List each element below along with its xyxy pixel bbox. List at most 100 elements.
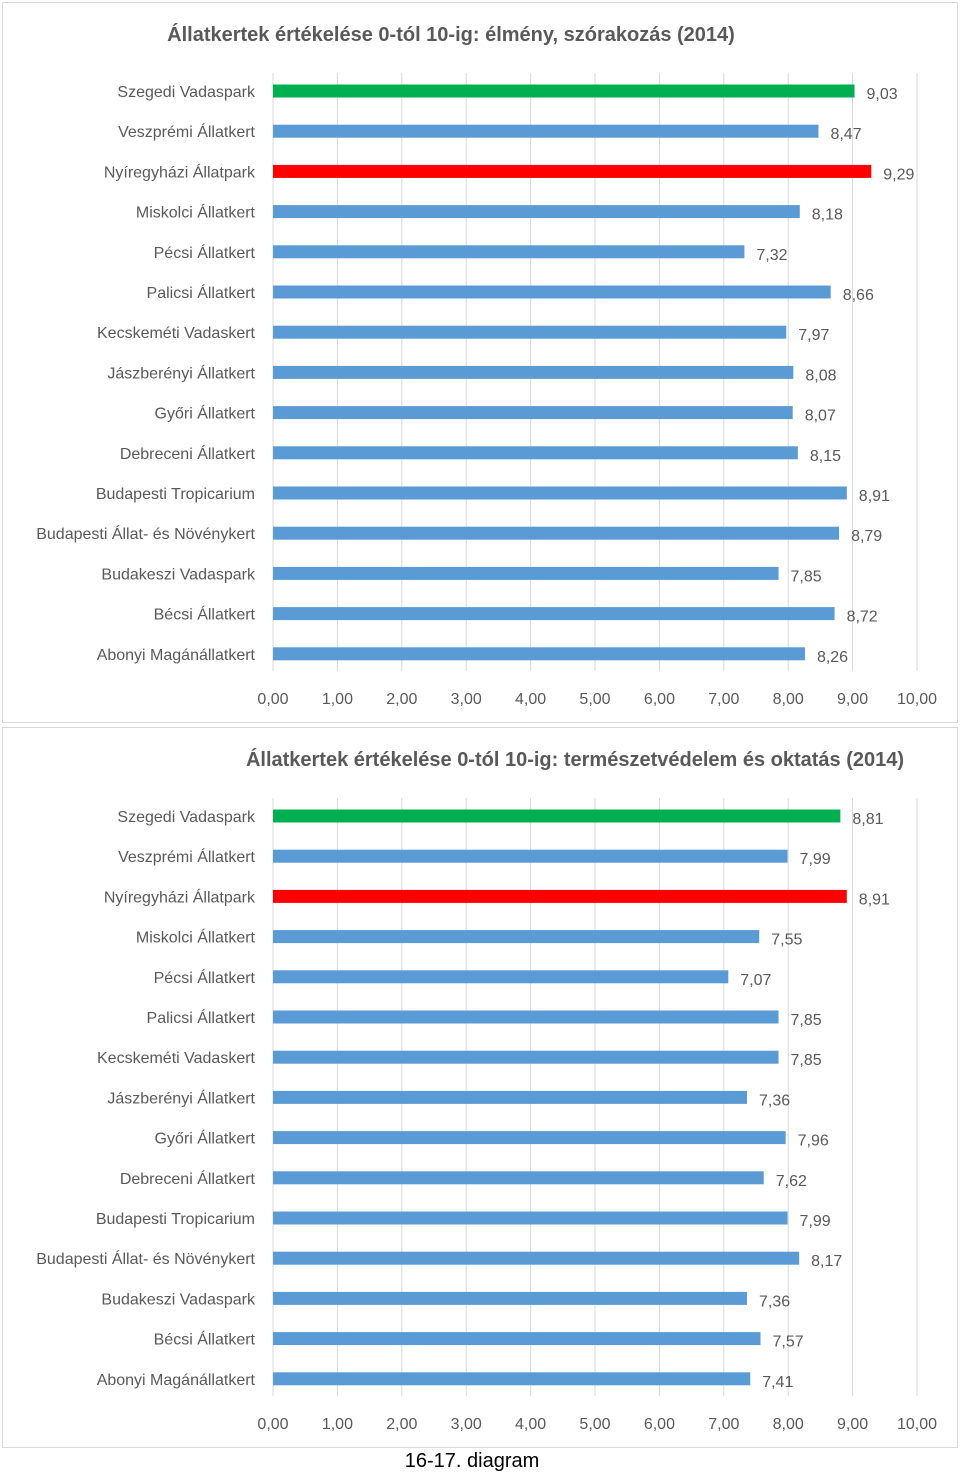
- x-tick-label: 5,00: [579, 691, 610, 708]
- bar: [273, 930, 760, 944]
- category-label: Győri Állatkert: [155, 1129, 256, 1148]
- category-label: Miskolci Állatkert: [136, 928, 256, 947]
- bar: [273, 1251, 800, 1265]
- x-tick-label: 6,00: [644, 691, 675, 708]
- data-label: 7,99: [800, 851, 831, 868]
- bar: [273, 124, 819, 138]
- bar: [273, 486, 847, 500]
- data-label: 8,15: [810, 448, 841, 465]
- bar: [273, 607, 835, 621]
- data-label: 7,85: [791, 1052, 822, 1069]
- figure-caption: 16-17. diagram: [404, 1450, 540, 1472]
- data-label: 9,29: [883, 166, 914, 183]
- category-label: Debreceni Állatkert: [120, 444, 256, 463]
- bar: [273, 406, 793, 420]
- category-label: Budapesti Állat- és Növénykert: [36, 1249, 255, 1268]
- data-label: 8,91: [859, 891, 890, 908]
- bar: [273, 566, 779, 580]
- x-axis: 0,00 1,00 2,00 3,00 4,00 5,00 6,00 7,00 8,00 9,00…: [257, 1416, 937, 1433]
- data-label: 8,72: [847, 609, 878, 626]
- category-label: Nyíregyházi Állatpark: [104, 887, 256, 906]
- category-label: Veszprémi Állatkert: [118, 847, 255, 866]
- data-label: 7,41: [762, 1374, 793, 1391]
- category-label: Budakeszi Vadaspark: [101, 1291, 256, 1308]
- category-label: Jászberényi Állatkert: [107, 1088, 255, 1107]
- category-label: Budakeszi Vadaspark: [101, 566, 256, 583]
- x-tick-label: 2,00: [386, 1416, 417, 1433]
- bar-chart-conservation: Állatkertek értékelése 0-tól 10-ig: term…: [36, 748, 937, 1433]
- bar: [273, 1050, 779, 1064]
- category-label: Pécsi Állatkert: [154, 968, 256, 987]
- x-tick-label: 4,00: [515, 691, 546, 708]
- x-axis: 0,00 1,00 2,00 3,00 4,00 5,00 6,00 7,00 8,00 9,00…: [257, 691, 937, 708]
- bar: [273, 1211, 788, 1225]
- bar: [273, 970, 729, 984]
- bar: [273, 889, 847, 903]
- x-tick-label: 7,00: [708, 691, 739, 708]
- bar: [273, 1332, 761, 1346]
- x-tick-label: 10,00: [897, 691, 937, 708]
- data-label: 9,03: [867, 86, 898, 103]
- x-tick-label: 2,00: [386, 691, 417, 708]
- x-tick-label: 5,00: [579, 1416, 610, 1433]
- x-tick-label: 7,00: [708, 1416, 739, 1433]
- data-label: 7,99: [800, 1213, 831, 1230]
- data-label: 8,18: [812, 207, 843, 224]
- x-tick-label: 3,00: [451, 691, 482, 708]
- data-label: 7,57: [773, 1334, 804, 1351]
- bar: [273, 245, 745, 259]
- category-label: Debreceni Állatkert: [120, 1169, 256, 1188]
- data-label: 8,07: [805, 408, 836, 425]
- chart-title: Állatkertek értékelése 0-tól 10-ig: élmé…: [167, 23, 735, 46]
- x-tick-label: 0,00: [257, 1416, 288, 1433]
- data-label: 7,55: [771, 932, 802, 949]
- x-tick-label: 10,00: [897, 1416, 937, 1433]
- chart-title: Állatkertek értékelése 0-tól 10-ig: term…: [246, 748, 904, 771]
- x-tick-label: 9,00: [837, 691, 868, 708]
- category-label: Palicsi Állatkert: [147, 1008, 256, 1027]
- category-label: Abonyi Magánállatkert: [97, 1372, 256, 1389]
- bar: [273, 526, 840, 540]
- bar: [273, 1010, 779, 1024]
- data-label: 7,85: [791, 1012, 822, 1029]
- x-tick-label: 4,00: [515, 1416, 546, 1433]
- x-tick-label: 8,00: [773, 1416, 804, 1433]
- bar: [273, 164, 872, 178]
- data-label: 7,85: [791, 568, 822, 585]
- bar: [273, 1171, 764, 1185]
- data-label: 8,08: [805, 367, 836, 384]
- bar: [273, 1090, 747, 1104]
- data-label: 8,17: [811, 1253, 842, 1270]
- category-label: Budapesti Állat- és Növénykert: [36, 524, 255, 543]
- bar: [273, 1372, 751, 1386]
- x-tick-label: 6,00: [644, 1416, 675, 1433]
- bar: [273, 285, 831, 299]
- bars: Szegedi Vadaspark 8,81 Veszprémi Állatkert…: [36, 809, 890, 1391]
- category-label: Pécsi Állatkert: [154, 243, 256, 262]
- data-label: 7,36: [759, 1293, 790, 1310]
- data-label: 8,47: [830, 126, 861, 143]
- data-label: 7,97: [798, 327, 829, 344]
- category-label: Miskolci Állatkert: [136, 203, 256, 222]
- data-label: 8,91: [859, 488, 890, 505]
- data-label: 8,79: [851, 528, 882, 545]
- bar: [273, 205, 800, 219]
- bar: [273, 647, 805, 661]
- category-label: Abonyi Magánállatkert: [97, 647, 256, 664]
- x-tick-label: 3,00: [451, 1416, 482, 1433]
- bar: [273, 446, 798, 460]
- chart-panel-entertainment: Állatkertek értékelése 0-tól 10-ig: élmé…: [2, 2, 958, 723]
- bar: [273, 809, 841, 823]
- category-label: Kecskeméti Vadaskert: [97, 325, 256, 342]
- category-label: Szegedi Vadaspark: [117, 84, 256, 101]
- bar: [273, 325, 787, 339]
- data-label: 8,81: [852, 811, 883, 828]
- category-label: Budapesti Tropicarium: [96, 1211, 255, 1228]
- x-tick-label: 9,00: [837, 1416, 868, 1433]
- category-label: Győri Állatkert: [155, 404, 256, 423]
- bar: [273, 1131, 786, 1145]
- category-label: Bécsi Állatkert: [154, 1330, 256, 1349]
- data-label: 7,07: [740, 972, 771, 989]
- data-label: 7,32: [756, 247, 787, 264]
- bar: [273, 849, 788, 863]
